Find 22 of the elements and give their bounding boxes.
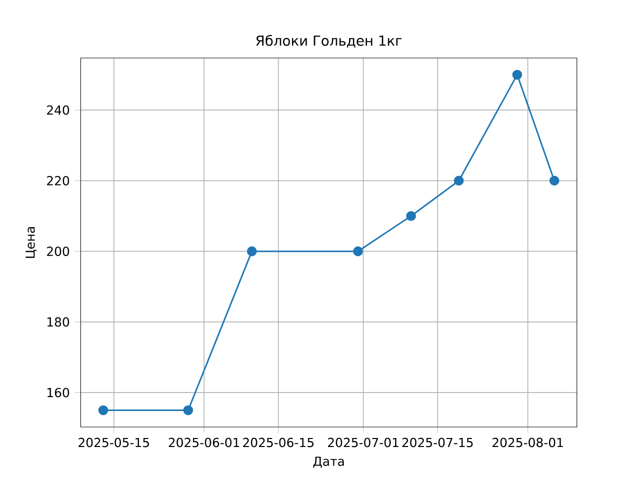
point <box>246 246 257 256</box>
y-tick-label: 240 <box>47 105 70 115</box>
y-axis-title: Цена <box>26 227 37 258</box>
y-tick-label: 220 <box>47 176 70 186</box>
point <box>512 70 522 80</box>
point <box>98 405 108 416</box>
x-axis-title: Дата <box>313 456 344 468</box>
y-tick-label: 180 <box>48 317 70 327</box>
point <box>183 405 194 416</box>
x-tick-label: 2025-07-15 <box>402 438 473 448</box>
x-tick-label: 2025-06-15 <box>243 438 314 448</box>
x-tick-label: 2025-06-01 <box>168 438 240 448</box>
chart-title: Яблоки Гольден 1кг <box>256 34 402 48</box>
point <box>549 176 560 186</box>
point <box>454 176 464 186</box>
point <box>406 211 416 221</box>
y-tick-label: 200 <box>47 246 70 256</box>
x-tick-label: 2025-05-15 <box>78 438 149 448</box>
x-tick-label: 2025-08-01 <box>492 438 563 448</box>
point <box>353 246 363 256</box>
x-tick-label: 2025-07-01 <box>328 438 398 448</box>
y-tick-label: 160 <box>48 388 70 398</box>
